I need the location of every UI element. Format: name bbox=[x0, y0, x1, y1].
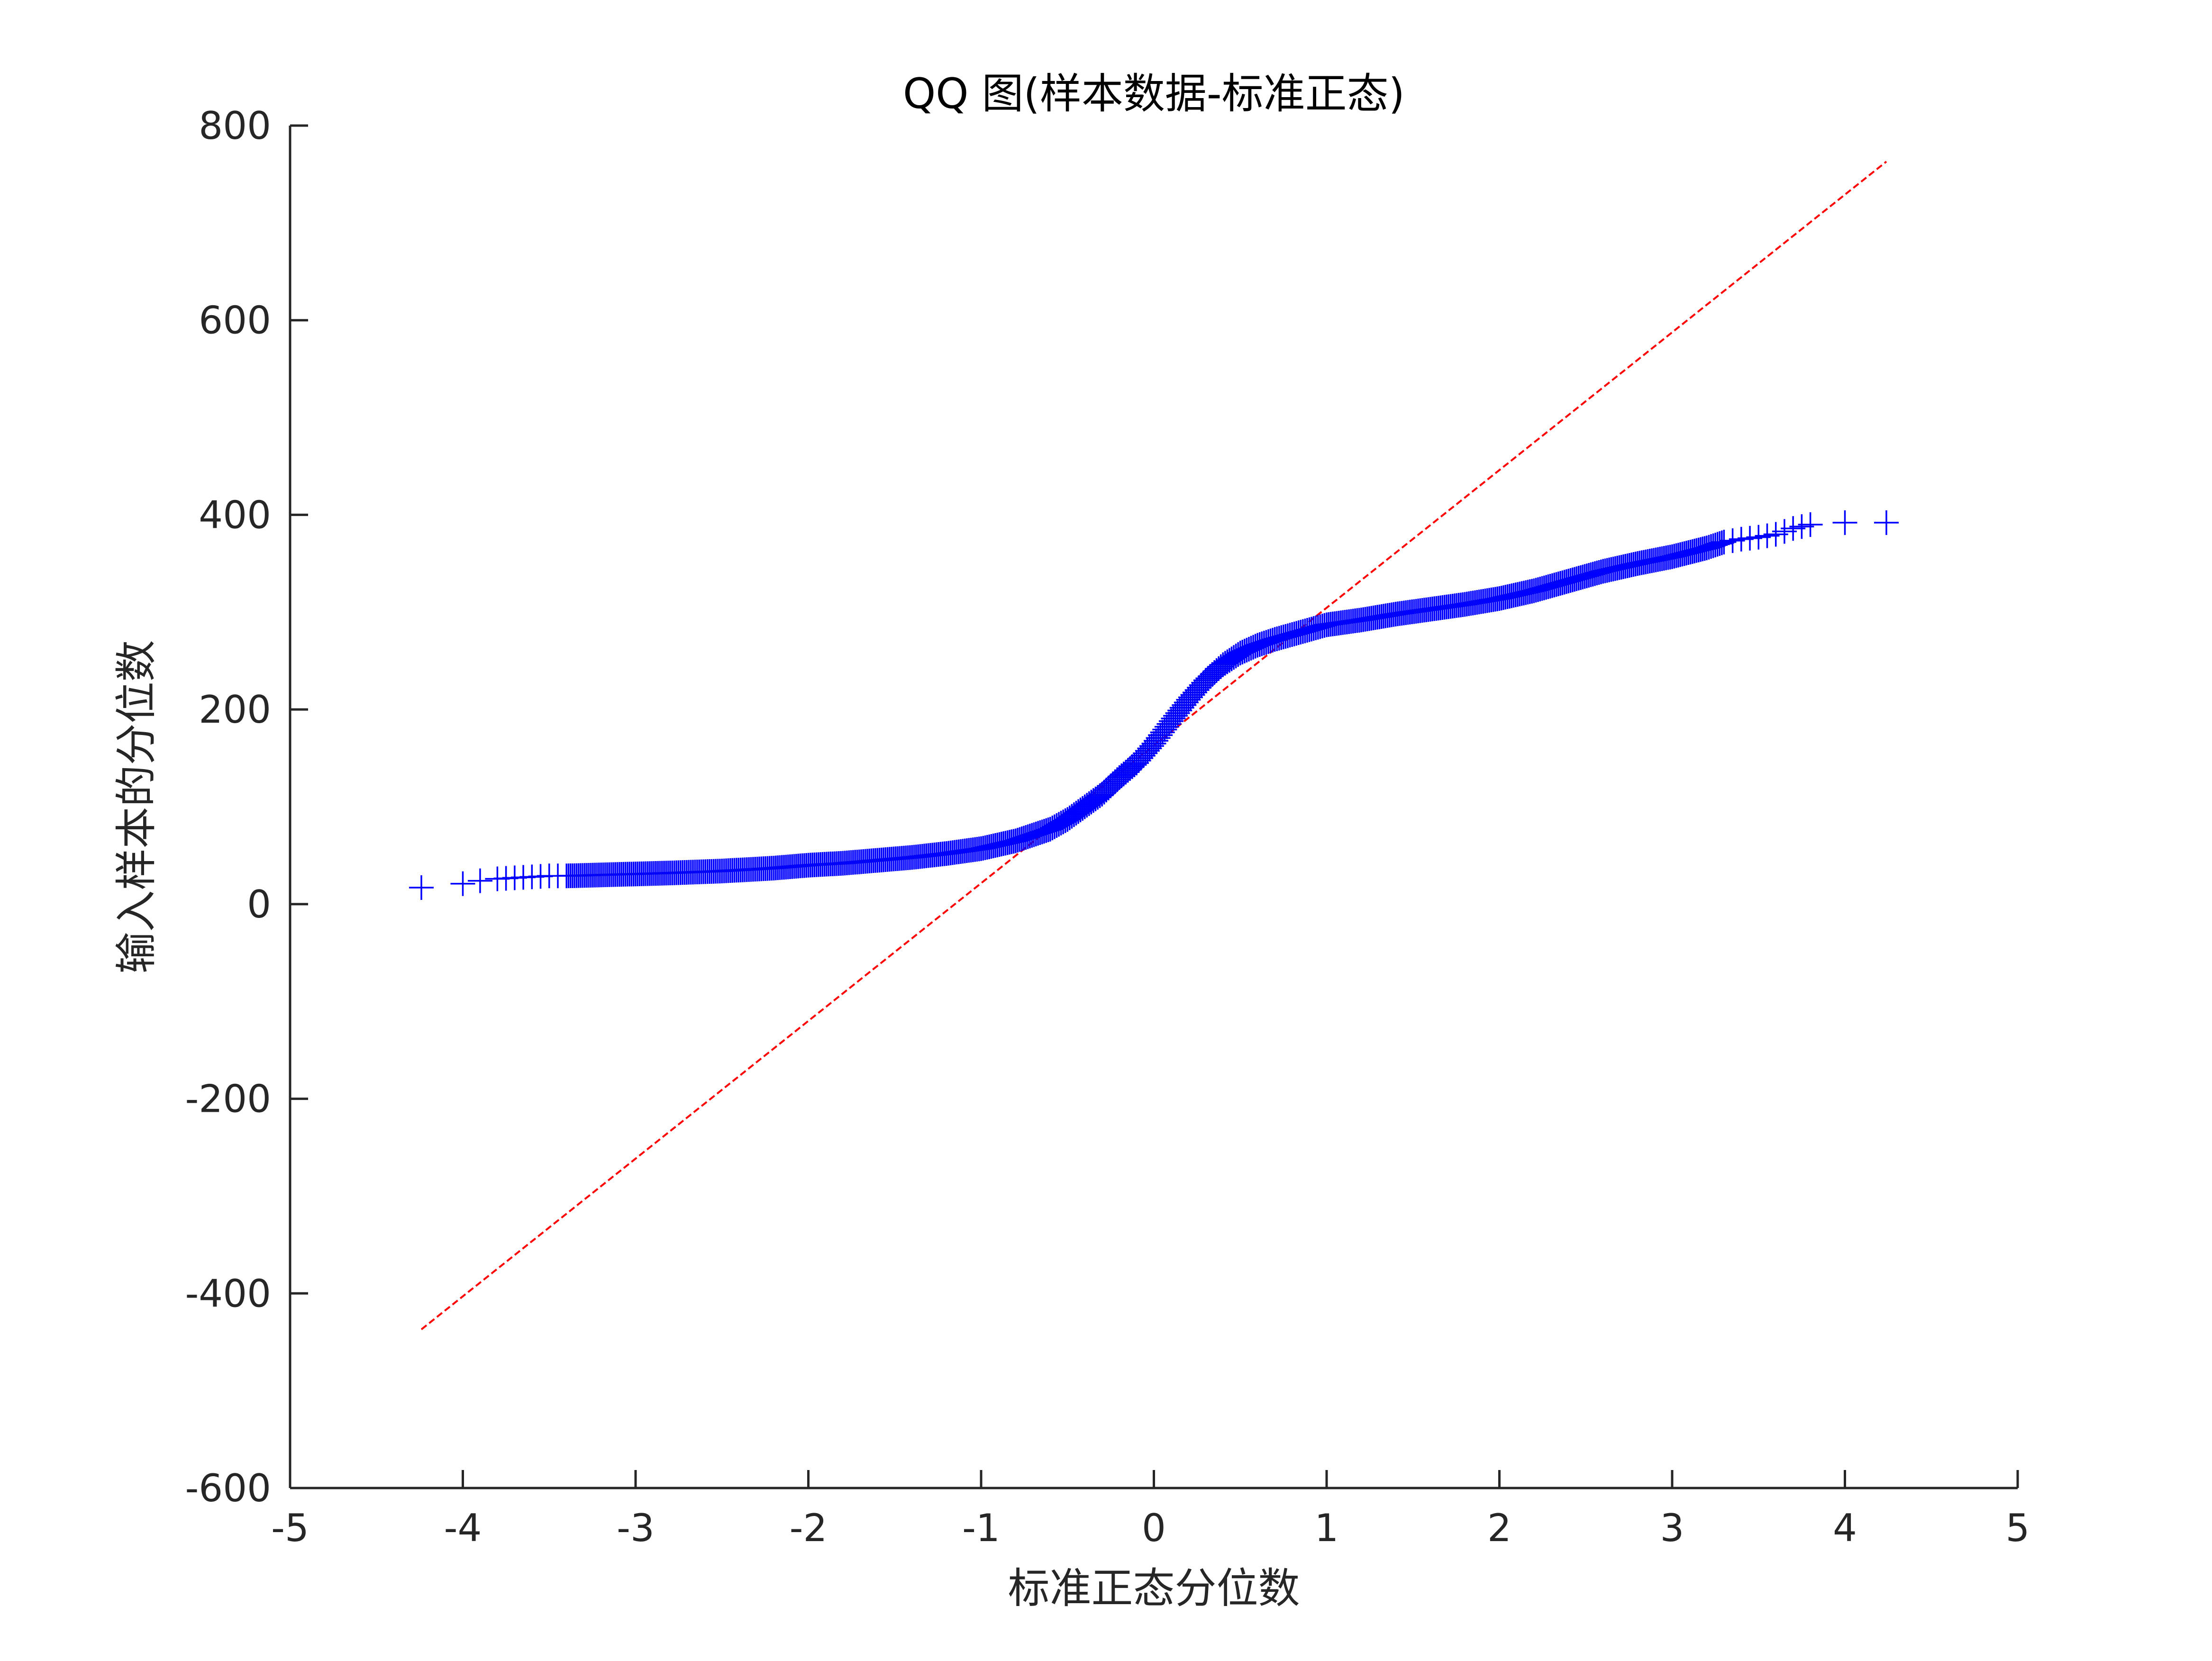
x-tick-label: 1 bbox=[1315, 1506, 1339, 1550]
data-point bbox=[1798, 512, 1823, 537]
x-tick-label: -1 bbox=[962, 1506, 1000, 1550]
y-axis-title: 输入样本的分位数 bbox=[112, 640, 161, 973]
y-tick-label: -200 bbox=[185, 1077, 271, 1121]
y-tick-label: 200 bbox=[199, 688, 271, 732]
plot-area bbox=[409, 161, 1899, 1330]
y-tick-label: 0 bbox=[247, 882, 271, 926]
x-tick-label: -5 bbox=[271, 1506, 309, 1550]
y-tick-label: -400 bbox=[185, 1271, 271, 1316]
data-point bbox=[467, 868, 492, 893]
data-point bbox=[409, 875, 434, 900]
y-tick-label: 400 bbox=[199, 493, 271, 537]
data-point bbox=[1874, 510, 1899, 535]
x-tick-label: 3 bbox=[1660, 1506, 1684, 1550]
x-tick-label: 0 bbox=[1142, 1506, 1166, 1550]
axes bbox=[289, 126, 2018, 1489]
y-tick-label: -600 bbox=[185, 1466, 271, 1510]
x-ticks: -5 -4 -3 -2 -1 0 1 2 3 4 5 bbox=[271, 1470, 2030, 1550]
x-tick-label: -3 bbox=[617, 1506, 655, 1550]
y-tick-label: 800 bbox=[199, 104, 271, 148]
x-axis-title: 标准正态分位数 bbox=[1008, 1564, 1300, 1613]
x-tick-label: 4 bbox=[1833, 1506, 1857, 1550]
x-tick-label: 2 bbox=[1487, 1506, 1511, 1550]
x-tick-label: -2 bbox=[790, 1506, 828, 1550]
data-point bbox=[450, 871, 475, 896]
data-point bbox=[1832, 510, 1857, 535]
chart-title: QQ 图(样本数据-标准正态) bbox=[903, 69, 1405, 118]
y-ticks: -600 -400 -200 0 200 400 600 800 bbox=[185, 104, 308, 1510]
x-tick-label: -4 bbox=[444, 1506, 482, 1550]
x-tick-label: 5 bbox=[2006, 1506, 2030, 1550]
y-tick-label: 600 bbox=[199, 299, 271, 343]
